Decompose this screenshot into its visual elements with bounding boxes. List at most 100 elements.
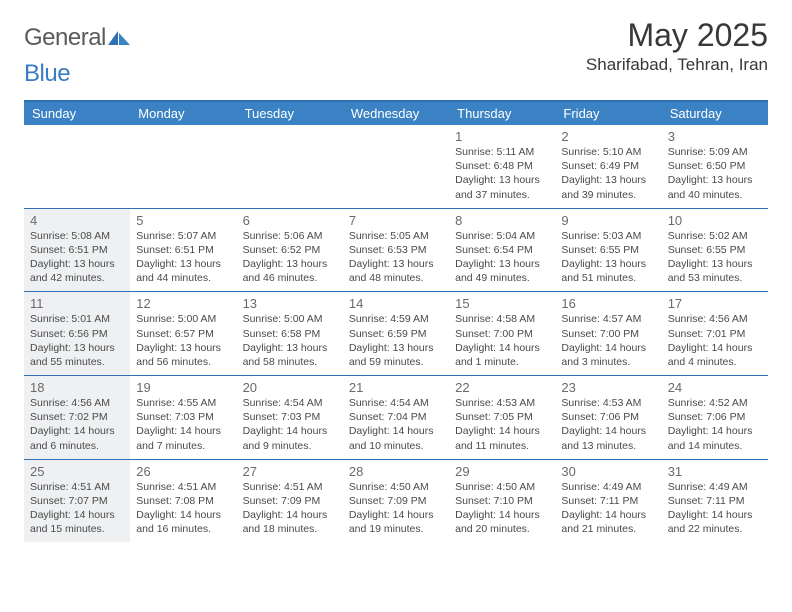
day-detail-line: Sunset: 6:48 PM <box>455 159 549 173</box>
day-number: 31 <box>668 464 762 479</box>
day-number: 22 <box>455 380 549 395</box>
calendar-cell: 14Sunrise: 4:59 AMSunset: 6:59 PMDayligh… <box>343 292 449 375</box>
day-detail-line: Daylight: 14 hours <box>455 341 549 355</box>
day-detail-line: Sunrise: 4:58 AM <box>455 312 549 326</box>
day-number: 16 <box>561 296 655 311</box>
day-detail-line: Daylight: 14 hours <box>561 424 655 438</box>
header: General Blue May 2025 Sharifabad, Tehran,… <box>24 18 768 88</box>
day-detail-line: Sunset: 6:57 PM <box>136 327 230 341</box>
day-detail-line: Sunset: 7:09 PM <box>243 494 337 508</box>
day-detail-line: Daylight: 13 hours <box>243 341 337 355</box>
day-detail-line: Sunset: 7:10 PM <box>455 494 549 508</box>
day-detail-line: Daylight: 13 hours <box>561 257 655 271</box>
day-detail-line: Daylight: 14 hours <box>668 424 762 438</box>
day-detail-line: and 19 minutes. <box>349 522 443 536</box>
day-detail-line: Sunrise: 5:05 AM <box>349 229 443 243</box>
calendar-body: 1Sunrise: 5:11 AMSunset: 6:48 PMDaylight… <box>24 125 768 542</box>
day-detail-line: Daylight: 14 hours <box>30 508 124 522</box>
day-detail-line: Daylight: 13 hours <box>668 173 762 187</box>
day-detail-line: and 20 minutes. <box>455 522 549 536</box>
day-detail-line: Sunrise: 5:02 AM <box>668 229 762 243</box>
day-detail-line: Daylight: 13 hours <box>561 173 655 187</box>
calendar-cell <box>237 125 343 208</box>
calendar-cell: 20Sunrise: 4:54 AMSunset: 7:03 PMDayligh… <box>237 376 343 459</box>
day-detail-line: Sunset: 6:54 PM <box>455 243 549 257</box>
day-detail-line: Sunset: 7:04 PM <box>349 410 443 424</box>
day-detail-line: and 40 minutes. <box>668 188 762 202</box>
day-detail-line: and 53 minutes. <box>668 271 762 285</box>
day-detail-line: Sunrise: 5:08 AM <box>30 229 124 243</box>
day-detail-line: Sunrise: 5:11 AM <box>455 145 549 159</box>
day-detail-line: and 49 minutes. <box>455 271 549 285</box>
day-detail-line: Daylight: 13 hours <box>349 341 443 355</box>
calendar-cell: 23Sunrise: 4:53 AMSunset: 7:06 PMDayligh… <box>555 376 661 459</box>
day-detail-line: and 56 minutes. <box>136 355 230 369</box>
day-detail-line: Sunrise: 4:49 AM <box>561 480 655 494</box>
day-detail-line: and 46 minutes. <box>243 271 337 285</box>
weekday-header: Monday <box>130 102 236 125</box>
day-detail-line: and 15 minutes. <box>30 522 124 536</box>
weekday-header: Saturday <box>662 102 768 125</box>
day-detail-line: Daylight: 14 hours <box>243 424 337 438</box>
day-detail-line: Daylight: 14 hours <box>349 508 443 522</box>
day-detail-line: Sunset: 7:09 PM <box>349 494 443 508</box>
calendar-cell <box>343 125 449 208</box>
day-detail-line: Sunset: 7:03 PM <box>136 410 230 424</box>
day-detail-line: Sunrise: 4:51 AM <box>243 480 337 494</box>
day-detail-line: and 3 minutes. <box>561 355 655 369</box>
day-detail-line: and 6 minutes. <box>30 439 124 453</box>
day-detail-line: Sunrise: 4:50 AM <box>455 480 549 494</box>
day-detail-line: and 10 minutes. <box>349 439 443 453</box>
day-detail-line: Sunset: 7:07 PM <box>30 494 124 508</box>
day-number: 28 <box>349 464 443 479</box>
day-detail-line: and 1 minute. <box>455 355 549 369</box>
calendar-cell: 15Sunrise: 4:58 AMSunset: 7:00 PMDayligh… <box>449 292 555 375</box>
day-number: 18 <box>30 380 124 395</box>
calendar-cell <box>130 125 236 208</box>
calendar-cell: 30Sunrise: 4:49 AMSunset: 7:11 PMDayligh… <box>555 460 661 543</box>
calendar-week: 1Sunrise: 5:11 AMSunset: 6:48 PMDaylight… <box>24 125 768 209</box>
day-detail-line: Sunrise: 4:59 AM <box>349 312 443 326</box>
location-label: Sharifabad, Tehran, Iran <box>586 55 768 75</box>
day-detail-line: Sunset: 7:02 PM <box>30 410 124 424</box>
day-detail-line: Sunset: 6:55 PM <box>561 243 655 257</box>
calendar-cell: 26Sunrise: 4:51 AMSunset: 7:08 PMDayligh… <box>130 460 236 543</box>
calendar-cell: 16Sunrise: 4:57 AMSunset: 7:00 PMDayligh… <box>555 292 661 375</box>
calendar-cell: 24Sunrise: 4:52 AMSunset: 7:06 PMDayligh… <box>662 376 768 459</box>
day-number: 15 <box>455 296 549 311</box>
day-detail-line: Sunrise: 4:54 AM <box>243 396 337 410</box>
day-number: 4 <box>30 213 124 228</box>
weekday-header: Wednesday <box>343 102 449 125</box>
day-detail-line: and 4 minutes. <box>668 355 762 369</box>
day-number: 7 <box>349 213 443 228</box>
day-detail-line: Daylight: 13 hours <box>455 257 549 271</box>
day-detail-line: Sunrise: 4:53 AM <box>561 396 655 410</box>
day-detail-line: Sunset: 7:00 PM <box>455 327 549 341</box>
day-number: 14 <box>349 296 443 311</box>
calendar-cell: 4Sunrise: 5:08 AMSunset: 6:51 PMDaylight… <box>24 209 130 292</box>
brand-part1: General <box>24 24 106 51</box>
month-title: May 2025 <box>586 18 768 53</box>
calendar-cell: 27Sunrise: 4:51 AMSunset: 7:09 PMDayligh… <box>237 460 343 543</box>
day-detail-line: and 7 minutes. <box>136 439 230 453</box>
day-number: 23 <box>561 380 655 395</box>
day-detail-line: Sunrise: 4:56 AM <box>30 396 124 410</box>
day-detail-line: and 59 minutes. <box>349 355 443 369</box>
brand-part2: Blue <box>24 60 70 87</box>
day-detail-line: Sunset: 6:53 PM <box>349 243 443 257</box>
day-detail-line: Sunrise: 4:54 AM <box>349 396 443 410</box>
day-detail-line: Sunrise: 5:00 AM <box>243 312 337 326</box>
day-number: 30 <box>561 464 655 479</box>
day-detail-line: and 22 minutes. <box>668 522 762 536</box>
day-detail-line: Sunrise: 4:51 AM <box>136 480 230 494</box>
day-number: 2 <box>561 129 655 144</box>
page-root: General Blue May 2025 Sharifabad, Tehran,… <box>0 0 792 560</box>
day-detail-line: Sunrise: 5:03 AM <box>561 229 655 243</box>
calendar-cell <box>24 125 130 208</box>
calendar-cell: 13Sunrise: 5:00 AMSunset: 6:58 PMDayligh… <box>237 292 343 375</box>
calendar-cell: 25Sunrise: 4:51 AMSunset: 7:07 PMDayligh… <box>24 460 130 543</box>
day-detail-line: Sunset: 7:06 PM <box>561 410 655 424</box>
day-detail-line: Sunset: 7:06 PM <box>668 410 762 424</box>
calendar-week: 4Sunrise: 5:08 AMSunset: 6:51 PMDaylight… <box>24 209 768 293</box>
day-detail-line: Daylight: 14 hours <box>668 508 762 522</box>
